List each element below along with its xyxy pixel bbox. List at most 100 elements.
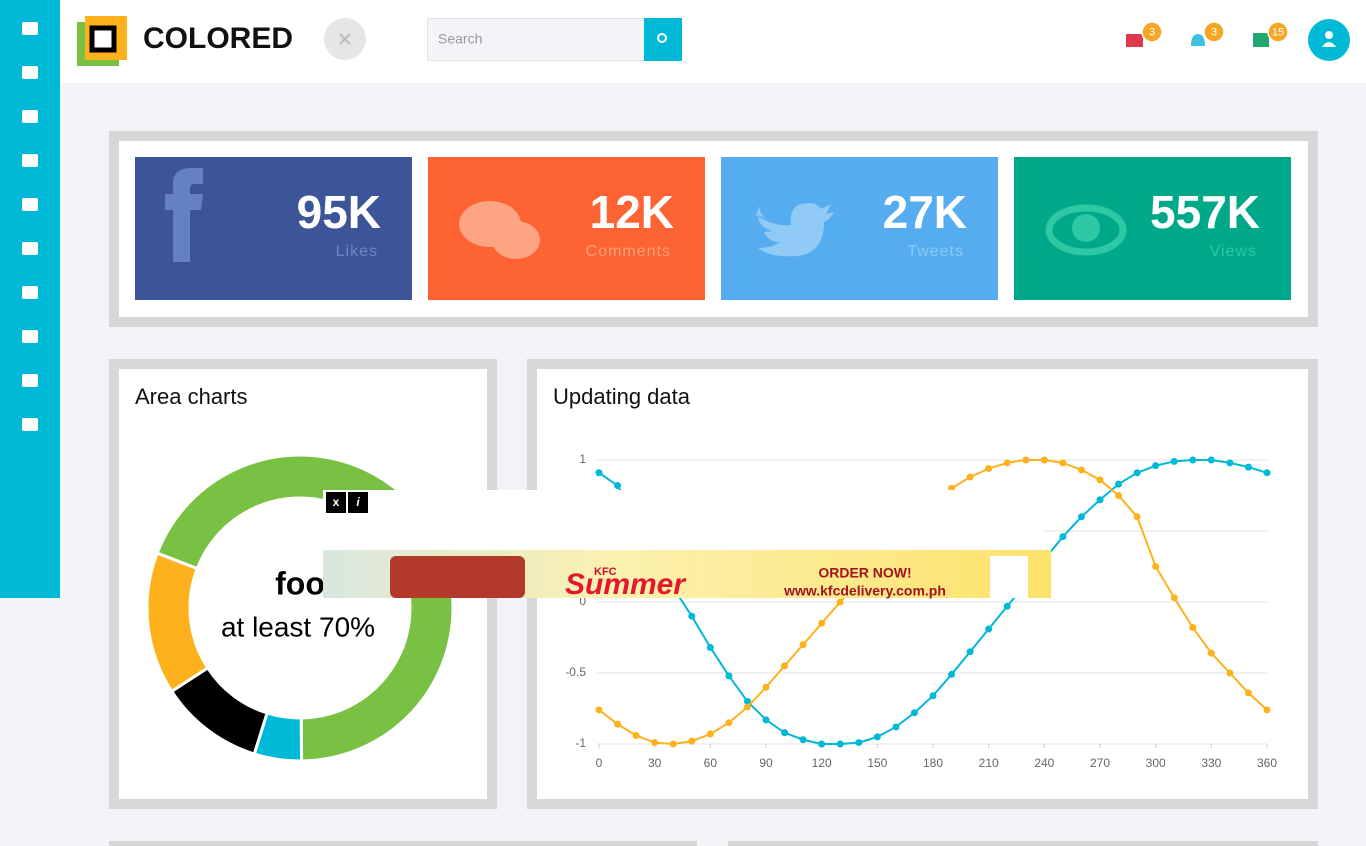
stat-label: Likes [336, 243, 378, 260]
fullscreen-icon [339, 33, 351, 45]
data-point [1170, 594, 1178, 602]
stat-value: 12K [590, 186, 674, 238]
badge-count: 3 [1149, 26, 1155, 38]
data-point [595, 469, 603, 477]
donut-segment [145, 551, 210, 694]
data-point [595, 706, 603, 714]
data-point [836, 598, 844, 606]
ad-logo [990, 556, 1028, 598]
tasks-icon[interactable] [1253, 33, 1269, 47]
data-point [818, 619, 826, 627]
data-point [1077, 513, 1085, 521]
data-point [1096, 476, 1104, 484]
brand: COLORED [143, 22, 293, 55]
badge [1267, 21, 1289, 43]
ad-info-button[interactable] [348, 492, 368, 513]
data-point [1115, 492, 1123, 499]
data-point [818, 740, 826, 748]
stat-label: Views [1210, 243, 1257, 260]
data-point [1133, 469, 1141, 477]
x-tick-label: 150 [867, 756, 887, 770]
data-point [1207, 649, 1215, 657]
data-point [836, 740, 844, 748]
data-point [1244, 689, 1252, 697]
stat-tile[interactable] [1014, 157, 1291, 300]
y-tick-label: 0 [579, 594, 586, 608]
data-point [688, 612, 696, 620]
data-point [1226, 459, 1234, 467]
x-tick-label: 30 [648, 756, 662, 770]
data-point [632, 731, 640, 739]
sidebar-icon[interactable] [22, 374, 38, 387]
data-point [799, 736, 807, 744]
data-point [1059, 533, 1067, 541]
bell-icon[interactable] [1191, 34, 1205, 46]
x-tick-label: 210 [979, 756, 999, 770]
x-tick-label: 270 [1090, 756, 1110, 770]
avatar-head [1325, 31, 1333, 39]
data-point [1170, 457, 1178, 465]
data-point [725, 719, 733, 727]
data-point [1003, 459, 1011, 467]
sidebar-icon[interactable] [22, 22, 38, 35]
data-point [1133, 513, 1141, 521]
data-point [1022, 456, 1030, 464]
data-point [1189, 624, 1197, 632]
data-point [1003, 602, 1011, 610]
facebook-icon [165, 168, 203, 262]
stat-value: 95K [297, 186, 381, 238]
x-tick-label: 0 [596, 756, 603, 770]
sidebar-icon[interactable] [22, 110, 38, 123]
data-point [1059, 459, 1067, 467]
data-point [1096, 496, 1104, 504]
data-point [855, 739, 863, 747]
stat-value: 557K [1150, 186, 1260, 238]
data-point [651, 739, 659, 747]
x-tick-label: 180 [923, 756, 943, 770]
sidebar-icon[interactable] [22, 154, 38, 167]
x-tick-label: 120 [812, 756, 832, 770]
data-point [762, 716, 770, 724]
panel-edge [728, 841, 1318, 846]
data-point [910, 709, 918, 717]
data-point [725, 672, 733, 680]
sidebar-icon[interactable] [22, 418, 38, 431]
data-point [1207, 456, 1215, 464]
search-input[interactable] [427, 18, 645, 61]
data-point [1152, 563, 1160, 570]
eye-pupil [1072, 214, 1100, 242]
sidebar-icon[interactable] [22, 330, 38, 343]
data-point [1244, 463, 1252, 471]
badge [1141, 21, 1163, 43]
sidebar-icon[interactable] [22, 242, 38, 255]
data-point [1263, 706, 1271, 714]
data-point [1263, 469, 1271, 477]
badge-count: 15 [1272, 26, 1284, 38]
ad-close: x [333, 495, 340, 509]
sidebar-icon[interactable] [22, 66, 38, 79]
sidebar-icon[interactable] [22, 198, 38, 211]
eye-icon [1045, 204, 1127, 256]
chart-title: Updating data [553, 384, 691, 409]
ad-close-button[interactable] [326, 492, 346, 513]
avatar-body [1322, 42, 1336, 47]
x-tick-label: 90 [759, 756, 773, 770]
data-point [966, 473, 974, 481]
data-point [614, 720, 622, 728]
avatar[interactable] [1308, 19, 1350, 61]
sidebar-icon[interactable] [22, 286, 38, 299]
ad-cta: ORDER NOW! [818, 565, 911, 581]
data-point [873, 733, 881, 741]
search-button[interactable] [644, 18, 682, 61]
data-point [743, 703, 751, 711]
x-tick-label: 240 [1034, 756, 1054, 770]
mail-icon[interactable] [1126, 34, 1143, 47]
x-tick-label: 360 [1257, 756, 1277, 770]
badge-count: 3 [1211, 26, 1217, 38]
data-point [1040, 456, 1048, 464]
x-tick-label: 60 [704, 756, 718, 770]
data-point [799, 641, 807, 649]
y-tick-label: 1 [579, 452, 586, 466]
ad-info: i [356, 495, 360, 509]
